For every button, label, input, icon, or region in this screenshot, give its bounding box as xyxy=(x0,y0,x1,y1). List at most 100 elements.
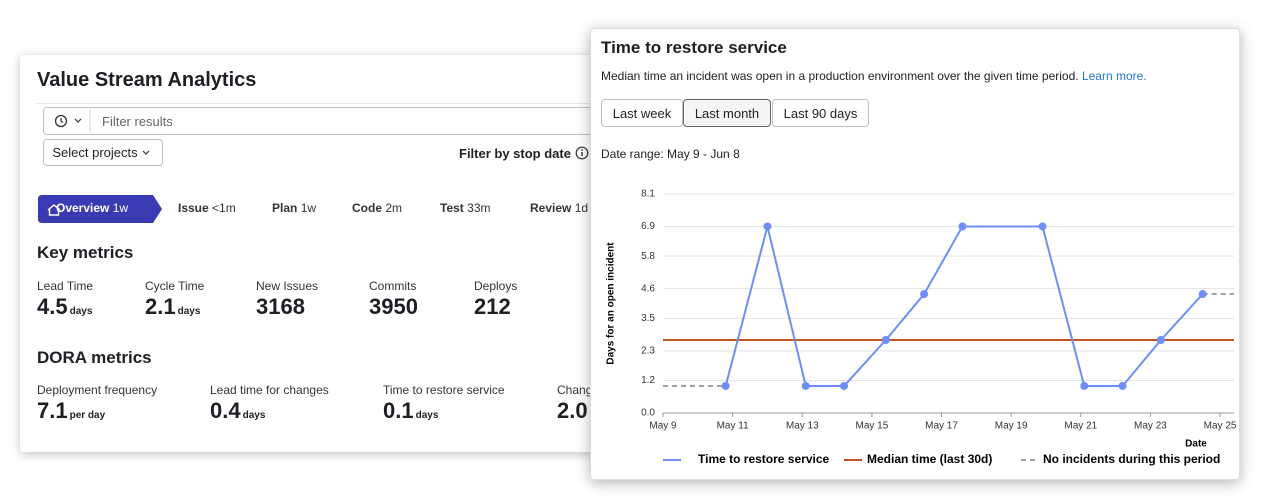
y-tick-label: 6.9 xyxy=(641,221,655,232)
range-button[interactable]: Last week xyxy=(601,99,683,127)
legend-label: Median time (last 30d) xyxy=(867,452,992,466)
value: 0.4 xyxy=(210,398,241,423)
unit: days xyxy=(415,410,439,421)
description-text: Median time an incident was open in a pr… xyxy=(601,69,1079,83)
history-dropdown[interactable] xyxy=(44,108,92,134)
data-point xyxy=(1080,381,1089,390)
stage-name: Code xyxy=(352,201,382,215)
info-icon xyxy=(575,146,588,160)
stage-tab[interactable]: Code 2m xyxy=(352,201,402,215)
select-projects[interactable]: Select projects xyxy=(43,139,163,166)
metric-label: Lead time for changes xyxy=(210,383,329,397)
stage-duration: 33m xyxy=(467,201,491,215)
data-point xyxy=(721,381,730,390)
metric-label: Deployment frequency xyxy=(37,383,158,397)
unit: per day xyxy=(69,410,106,421)
stage-duration: 1w xyxy=(300,201,317,215)
value: 2.0 xyxy=(557,398,588,423)
chart: 0.0 1.2 2.3 3.5 4.6 5.8 6.9 8.1 May 9 May 11 May 1… xyxy=(606,189,1237,467)
data-point xyxy=(920,290,929,299)
metric-value: 2.0 xyxy=(557,398,588,424)
y-tick-label: 2.3 xyxy=(641,345,655,356)
x-tick-label: May 19 xyxy=(995,421,1028,432)
section-heading: DORA metrics xyxy=(37,348,152,367)
unit: days xyxy=(177,306,201,317)
metric-value: 2.1 days xyxy=(145,294,200,320)
filter-input[interactable]: Filter results xyxy=(102,113,173,129)
metric-value: 4.5 days xyxy=(37,294,92,320)
x-tick-label: May 9 xyxy=(649,421,677,432)
date-range: Date range: May 9 - Jun 8 xyxy=(601,147,740,161)
filter-bar[interactable]: Filter results xyxy=(43,107,620,135)
x-tick-label: May 15 xyxy=(856,421,889,432)
x-axis-label: Date xyxy=(1185,439,1207,450)
y-tick-label: 3.5 xyxy=(641,313,655,324)
data-point xyxy=(763,222,772,231)
y-tick-label: 5.8 xyxy=(641,251,655,262)
x-tick-label: May 11 xyxy=(717,421,749,432)
caret xyxy=(142,150,150,155)
value: 3168 xyxy=(256,294,305,319)
y-axis-label: Days for an open incident xyxy=(606,242,617,365)
data-point xyxy=(1198,290,1207,299)
x-tick-label: May 21 xyxy=(1064,421,1097,432)
unit: days xyxy=(69,306,93,317)
metric-value: 7.1 per day xyxy=(37,398,105,424)
range-button[interactable]: Last month xyxy=(683,99,771,127)
stage-name: Overview xyxy=(56,201,110,215)
x-tick-label: May 17 xyxy=(925,421,958,432)
legend-label: No incidents during this period xyxy=(1043,452,1220,466)
stage-name: Test xyxy=(440,201,464,215)
learn-more-link[interactable]: Learn more. xyxy=(1081,69,1147,83)
metric-value: 0.1 days xyxy=(383,398,438,424)
value: 7.1 xyxy=(37,398,68,423)
stage-tab[interactable]: Test 33m xyxy=(440,201,490,215)
stop-date-filter[interactable]: Filter by stop date xyxy=(459,146,589,161)
metric-value: 3168 xyxy=(256,294,305,320)
stage-duration: 1w xyxy=(112,201,129,215)
x-tick-label: May 25 xyxy=(1204,421,1237,432)
data-point xyxy=(1038,222,1047,231)
active-stage-pill[interactable] xyxy=(38,195,163,223)
x-tick-label: May 23 xyxy=(1134,421,1167,432)
data-point xyxy=(840,381,849,390)
stage-tab[interactable]: Overview 1w xyxy=(56,201,128,215)
data-point xyxy=(801,381,810,390)
stage-tab[interactable]: Review 1d xyxy=(530,201,588,215)
y-tick-label: 4.6 xyxy=(641,283,655,294)
value-stream-card: Value Stream Analytics Filter results Se… xyxy=(20,55,620,452)
data-point xyxy=(1118,381,1127,390)
unit: days xyxy=(242,410,266,421)
metric-value: 212 xyxy=(474,294,511,320)
x-tick-label: May 13 xyxy=(786,421,819,432)
stage-duration: <1m xyxy=(212,201,236,215)
filter-label: Filter by stop date xyxy=(459,146,571,161)
value: 3950 xyxy=(369,294,418,319)
metric-label: New Issues xyxy=(256,279,319,293)
page-title: Value Stream Analytics xyxy=(37,69,257,91)
chart-card: Time to restore service Median time an i… xyxy=(590,28,1240,480)
value: 4.5 xyxy=(37,294,68,319)
value: 2.1 xyxy=(145,294,176,319)
metric-value: 0.4 days xyxy=(210,398,265,424)
data-point xyxy=(958,222,967,231)
button-label: Select projects xyxy=(52,145,138,160)
stage-duration: 2m xyxy=(385,201,403,215)
data-point xyxy=(1156,336,1165,344)
stage-tab[interactable]: Issue <1m xyxy=(178,201,236,215)
divider xyxy=(37,103,620,104)
section-heading: Key metrics xyxy=(37,243,134,262)
description: Median time an incident was open in a pr… xyxy=(601,69,1147,83)
y-tick-label: 1.2 xyxy=(641,375,655,386)
legend-label: Time to restore service xyxy=(698,452,830,466)
stage-tab[interactable]: Plan 1w xyxy=(272,201,316,215)
value: 212 xyxy=(474,294,511,319)
stage-name: Issue xyxy=(178,201,209,215)
y-tick-label: 8.1 xyxy=(641,189,655,200)
metric-label: Commits xyxy=(369,279,417,293)
metric-label: Chang xyxy=(557,383,593,397)
range-button[interactable]: Last 90 days xyxy=(772,99,869,127)
y-tick-label: 0.0 xyxy=(641,408,655,419)
